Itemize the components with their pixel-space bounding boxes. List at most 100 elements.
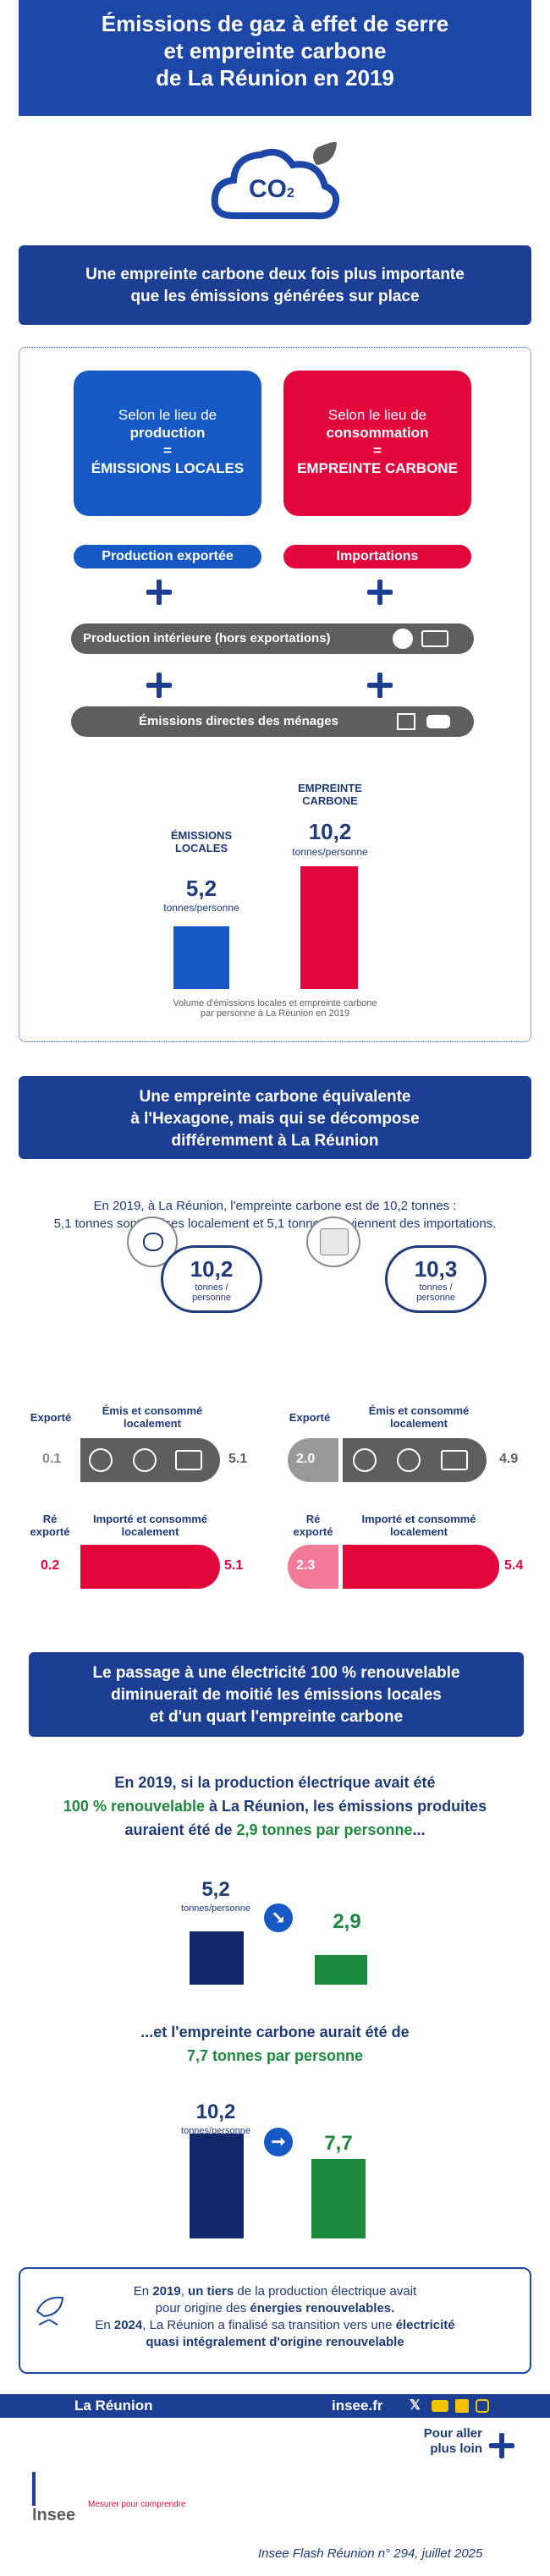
- bar-emissions-locales: [173, 926, 229, 989]
- pill-importations: Importations: [283, 545, 471, 568]
- section2-title-line-3: différemment à La Réunion: [171, 1132, 379, 1150]
- plug-leaf-icon: [32, 2291, 73, 2332]
- section2-title: Une empreinte carbone équivalente à l'He…: [19, 1076, 531, 1159]
- car-icon: [426, 715, 450, 728]
- text2-a: ...et l'empreinte carbone aurait été de: [140, 2024, 410, 2040]
- hexagone-total-unit-1: tonnes /: [419, 1283, 453, 1293]
- hdr-imp-2: localement: [121, 1525, 179, 1538]
- card-right-line-2: consommation: [326, 425, 429, 441]
- bar-after-empreinte: [311, 2159, 366, 2238]
- info-box: En 2019, un tiers de la production élect…: [19, 2267, 531, 2374]
- hdr-reexporte-hexagone: Ré exporté: [288, 1513, 338, 1538]
- hexagone-total-value: 10,3: [414, 1256, 458, 1282]
- section2-intro: En 2019, à La Réunion, l'empreinte carbo…: [0, 1197, 550, 1233]
- insee-logo-icon: [32, 2472, 66, 2506]
- publication-reference: Insee Flash Réunion n° 294, juillet 2025: [258, 2546, 483, 2561]
- more-line-2: plus loin: [430, 2441, 482, 2456]
- bar-production-interieure: Production intérieure (hors exportations…: [71, 623, 474, 654]
- reunion-importe-value: 5.1: [224, 1558, 244, 1573]
- bar-emissions-menages: Émissions directes des ménages: [71, 706, 474, 737]
- youtube-icon[interactable]: [432, 2400, 448, 2412]
- page-header: Émissions de gaz à effet de serre et emp…: [19, 0, 531, 116]
- info-1e: de la production électrique avait: [234, 2284, 417, 2299]
- hexagone-importe-pill: [343, 1545, 499, 1589]
- footer-site-link[interactable]: insee.fr: [332, 2397, 383, 2414]
- hdr-imp-1: Importé et consommé: [92, 1513, 208, 1525]
- reunion-total-unit-2: personne: [192, 1293, 231, 1303]
- hexagone-exporte-pill: [288, 1438, 338, 1482]
- info-2a: pour origine des: [155, 2301, 250, 2315]
- hexagone-local-value: 4.9: [499, 1452, 519, 1466]
- bar-empreinte-carbone: [300, 866, 358, 989]
- footer-region: La Réunion: [74, 2397, 153, 2414]
- hdr-importe-hexagone: Importé et consommé localement: [347, 1513, 491, 1538]
- section3-title-line-1: Le passage à une électricité 100 % renou…: [92, 1664, 460, 1682]
- text1-e: 2,9 tonnes par personne: [236, 1821, 413, 1838]
- section3-title-line-3: et d'un quart l'empreinte carbone: [149, 1708, 404, 1726]
- intro-line-2: 5,1 tonnes sont émises localement et 5,1…: [53, 1217, 497, 1231]
- factory-icon: [175, 1450, 202, 1470]
- reunion-importe-pill: [80, 1545, 220, 1589]
- info-4: quasi intégralement d'origine renouvelab…: [146, 2335, 404, 2349]
- chart-left-value: 5,2: [185, 876, 217, 901]
- card-empreinte-carbone: Selon le lieu de consommation = EMPREINT…: [283, 371, 471, 516]
- hdr-reexporte-reunion: Ré exporté: [29, 1513, 71, 1538]
- hdr-emis-hexagone-1: Émis et consommé: [368, 1404, 470, 1417]
- section1-title-line-1: Une empreinte carbone deux fois plus imp…: [85, 266, 465, 283]
- section2-title-line-1: Une empreinte carbone équivalente: [139, 1088, 411, 1106]
- info-1d: un tiers: [188, 2284, 234, 2299]
- section1-title: Une empreinte carbone deux fois plus imp…: [19, 245, 531, 325]
- intro-line-1: En 2019, à La Réunion, l'empreinte carbo…: [93, 1199, 457, 1213]
- plus-icon[interactable]: [489, 2433, 514, 2458]
- x-icon[interactable]: 𝕏: [410, 2398, 421, 2413]
- plus-icon: [146, 673, 172, 698]
- linkedin-icon[interactable]: [455, 2399, 469, 2413]
- info-1c: ,: [180, 2284, 189, 2299]
- reunion-local-pill: [80, 1438, 220, 1482]
- pill-production-exportee: Production exportée: [74, 545, 261, 568]
- co2-subscript: 2: [287, 186, 294, 200]
- info-1b: 2019: [152, 2284, 181, 2299]
- reunion-local-value: 5.1: [228, 1452, 248, 1466]
- hexagone-total-cloud: 10,3 tonnes / personne: [385, 1245, 487, 1313]
- hexagone-reexporte-value: 2.3: [296, 1558, 316, 1573]
- chart-left-label-2: LOCALES: [174, 842, 228, 854]
- chart-left-unit: tonnes/personne: [163, 902, 239, 914]
- reunion-total-value: 10,2: [190, 1256, 234, 1282]
- hdr-exporte-reunion: Exporté: [30, 1411, 72, 1424]
- france-map-icon: [306, 1217, 360, 1267]
- card-left-line-3: =: [163, 442, 172, 459]
- more-link[interactable]: Pour aller plus loin: [388, 2426, 482, 2457]
- card-right-line-1: Selon le lieu de: [327, 407, 427, 423]
- bar-before-empreinte: [190, 2133, 244, 2238]
- caption-line-1: Volume d'émissions locales et empreinte …: [173, 998, 377, 1008]
- header-line-3: de La Réunion en 2019: [156, 65, 394, 91]
- chart-right-label: EMPREINTE CARBONE: [279, 782, 381, 807]
- section3-title-line-2: diminuerait de moitié les émissions loca…: [111, 1686, 442, 1704]
- chart3-before-value: 10,2: [195, 2101, 236, 2123]
- hexagone-importe-value: 5.4: [504, 1558, 524, 1573]
- chart2-before-value: 5,2: [201, 1878, 230, 1901]
- hdr-imp-hex-2: localement: [390, 1525, 448, 1538]
- instagram-icon[interactable]: [476, 2399, 489, 2413]
- text1-d: auraient été de: [124, 1821, 237, 1838]
- hdr-emis-reunion-1: Émis et consommé: [102, 1404, 203, 1417]
- chart3-after-value: 7,7: [324, 2132, 353, 2155]
- chart-right-value: 10,2: [308, 819, 352, 844]
- chart-left-label: ÉMISSIONS LOCALES: [151, 829, 252, 854]
- house-icon: [397, 713, 415, 730]
- hdr-emis-reunion-2: localement: [124, 1417, 181, 1430]
- hdr-imp-hex-1: Importé et consommé: [361, 1513, 476, 1525]
- card-right-line-4: EMPREINTE CARBONE: [297, 460, 458, 476]
- hdr-re-2: exporté: [30, 1525, 70, 1538]
- section1-title-line-2: que les émissions générées sur place: [130, 288, 420, 305]
- section2-title-line-2: à l'Hexagone, mais qui se décompose: [130, 1110, 420, 1128]
- chart-caption: Volume d'émissions locales et empreinte …: [0, 998, 550, 1019]
- text1-f: ...: [412, 1821, 426, 1838]
- chart2-unit: tonnes/personne: [181, 1903, 250, 1914]
- info-1a: En: [133, 2284, 153, 2299]
- hdr-emis-reunion: Émis et consommé localement: [85, 1404, 220, 1430]
- plus-icon: [367, 579, 393, 605]
- hexagone-exporte-value: 2.0: [296, 1452, 316, 1466]
- hdr-re-hex-2: exporté: [293, 1525, 333, 1538]
